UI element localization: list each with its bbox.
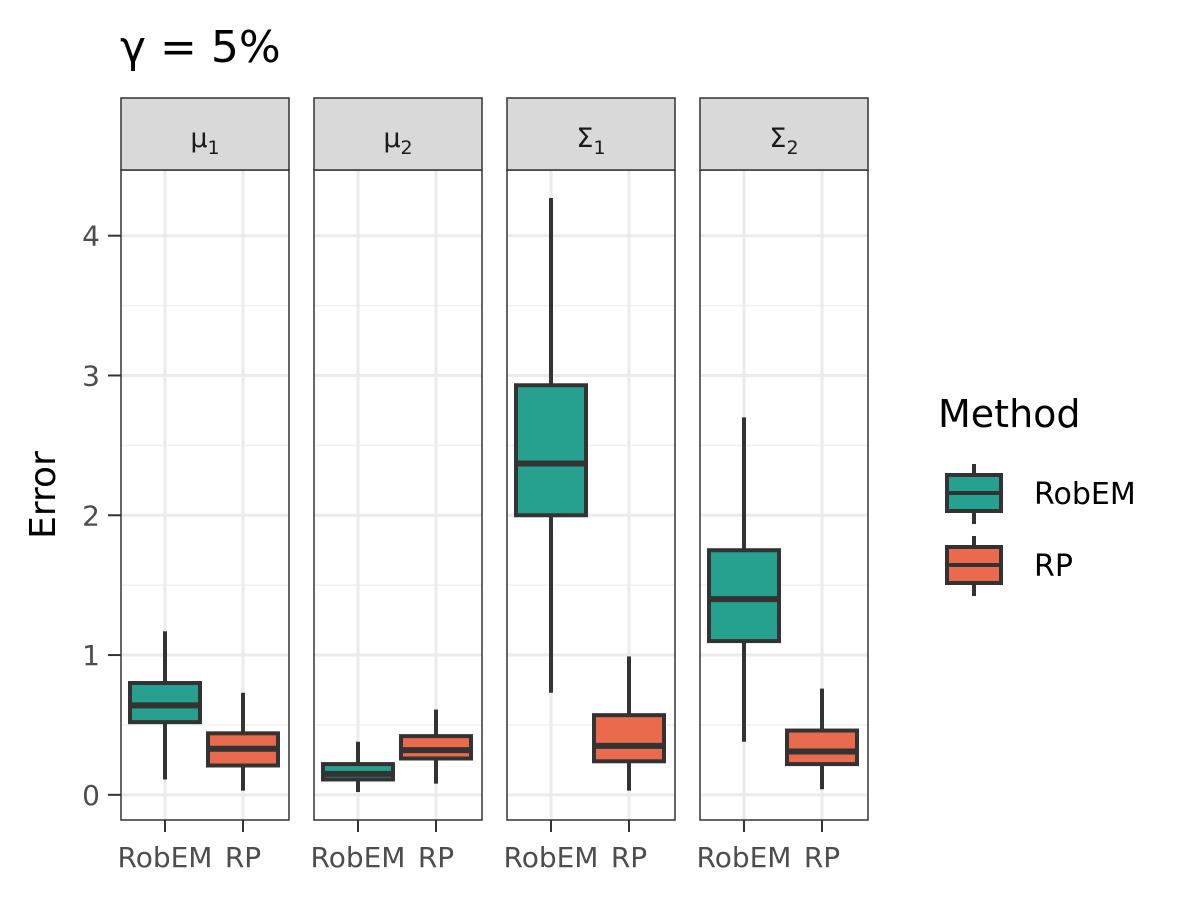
panel-background (700, 170, 868, 820)
y-tick-label: 2 (82, 499, 100, 532)
y-axis: 0 1 2 3 4 (82, 220, 121, 812)
facet-panel: μ2 RobEM RP (311, 97, 483, 874)
box-body (707, 548, 781, 644)
legend-label: RobEM (1034, 477, 1136, 512)
legend-key-rp: RP (945, 536, 1073, 596)
strip-background (699, 97, 869, 171)
y-axis-title: Error (23, 451, 64, 539)
chart-title: γ = 5% (120, 22, 281, 73)
y-tick-label: 1 (82, 639, 100, 672)
strip-background (506, 97, 676, 171)
box-rp (206, 692, 280, 791)
box-body (592, 713, 666, 764)
strip-background (313, 97, 483, 171)
y-tick-label: 0 (82, 779, 100, 812)
x-tick-label: RobEM (697, 841, 792, 874)
x-tick-label: RP (804, 841, 840, 874)
box-body (785, 728, 859, 767)
box-body (514, 383, 588, 518)
box-rp (592, 656, 666, 791)
box-robem (128, 631, 202, 780)
box-rp (785, 688, 859, 790)
strip-background (120, 97, 290, 171)
x-tick-label: RobEM (311, 841, 406, 874)
x-tick-label: RP (225, 841, 261, 874)
box-robem (707, 417, 781, 742)
box-robem (514, 197, 588, 693)
legend-title: Method (938, 392, 1081, 436)
box-robem (321, 741, 395, 793)
strip-label: Σ1 (576, 123, 605, 159)
legend-key-robem: RobEM (945, 464, 1136, 524)
legend-label: RP (1034, 549, 1073, 584)
x-tick-label: RobEM (504, 841, 599, 874)
facet-panel: Σ1 RobEM RP (504, 97, 676, 874)
x-tick-label: RP (418, 841, 454, 874)
panel-background (314, 170, 482, 820)
y-tick-label: 3 (82, 359, 100, 392)
y-tick-label: 4 (82, 220, 100, 253)
legend-keys: RobEM RP (945, 464, 1136, 596)
x-tick-label: RP (611, 841, 647, 874)
legend: Method RobEM RP (938, 392, 1136, 596)
strip-label: μ2 (383, 123, 412, 159)
x-tick-label: RobEM (118, 841, 213, 874)
box-rp (399, 709, 473, 784)
